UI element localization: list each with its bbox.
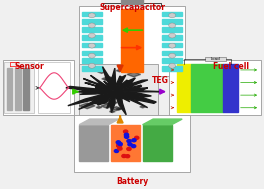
FancyBboxPatch shape: [38, 62, 70, 113]
Circle shape: [128, 143, 132, 146]
Polygon shape: [98, 70, 106, 73]
Circle shape: [125, 135, 129, 138]
Circle shape: [124, 130, 128, 133]
Bar: [82, 66, 102, 71]
Circle shape: [88, 23, 95, 28]
Circle shape: [118, 143, 122, 146]
Bar: [162, 12, 182, 16]
Polygon shape: [102, 76, 115, 81]
Polygon shape: [111, 125, 140, 161]
Circle shape: [88, 53, 95, 58]
FancyBboxPatch shape: [169, 60, 261, 115]
Circle shape: [125, 155, 130, 158]
Polygon shape: [101, 104, 113, 108]
Bar: [121, 0, 143, 4]
Circle shape: [135, 136, 139, 139]
Text: Fuel cell: Fuel cell: [213, 62, 249, 71]
Text: Sensor: Sensor: [14, 62, 44, 71]
Bar: [23, 68, 29, 110]
Polygon shape: [66, 67, 163, 115]
Bar: [82, 51, 102, 55]
Bar: [162, 51, 182, 55]
Text: Supercapacitor: Supercapacitor: [99, 3, 165, 12]
Circle shape: [122, 155, 126, 158]
Circle shape: [169, 53, 176, 58]
Bar: [162, 27, 182, 32]
Circle shape: [116, 141, 120, 144]
FancyBboxPatch shape: [3, 60, 74, 115]
Text: Battery: Battery: [116, 177, 148, 186]
Polygon shape: [140, 106, 146, 108]
Polygon shape: [111, 107, 122, 111]
FancyBboxPatch shape: [74, 115, 190, 172]
Circle shape: [131, 145, 136, 148]
Bar: [205, 57, 226, 61]
Bar: [162, 66, 182, 71]
Circle shape: [169, 33, 176, 38]
Bar: [15, 68, 21, 110]
Polygon shape: [116, 108, 121, 110]
Bar: [162, 19, 182, 24]
Bar: [162, 35, 182, 40]
Circle shape: [127, 139, 131, 143]
Bar: [82, 19, 102, 24]
Polygon shape: [143, 119, 182, 125]
Text: TEG: TEG: [152, 76, 169, 85]
Text: Load: Load: [210, 57, 220, 61]
Circle shape: [88, 13, 95, 18]
Circle shape: [169, 63, 176, 68]
Circle shape: [88, 33, 95, 38]
Polygon shape: [105, 77, 115, 81]
Polygon shape: [109, 94, 118, 98]
Circle shape: [124, 133, 129, 136]
Bar: [177, 64, 191, 112]
Circle shape: [88, 43, 95, 48]
FancyBboxPatch shape: [4, 62, 34, 113]
FancyBboxPatch shape: [79, 64, 158, 119]
Circle shape: [118, 147, 122, 150]
Polygon shape: [127, 72, 141, 77]
Bar: [191, 64, 223, 112]
Polygon shape: [96, 106, 102, 108]
Bar: [121, 9, 143, 72]
Polygon shape: [112, 102, 118, 104]
Bar: [82, 58, 102, 63]
Bar: [82, 35, 102, 40]
Circle shape: [127, 147, 131, 150]
Polygon shape: [79, 103, 95, 109]
Circle shape: [169, 43, 176, 48]
Polygon shape: [87, 81, 93, 83]
Circle shape: [117, 144, 121, 147]
Bar: [82, 12, 102, 16]
Bar: [82, 43, 102, 47]
Polygon shape: [143, 125, 172, 161]
Circle shape: [88, 63, 95, 68]
Circle shape: [117, 144, 121, 147]
Polygon shape: [99, 88, 111, 92]
Polygon shape: [79, 119, 119, 125]
Bar: [223, 64, 238, 112]
Polygon shape: [102, 100, 109, 102]
Bar: [7, 68, 12, 110]
Circle shape: [114, 149, 119, 153]
Polygon shape: [116, 70, 123, 72]
Circle shape: [117, 144, 122, 147]
Polygon shape: [79, 125, 108, 161]
Circle shape: [169, 13, 176, 18]
Bar: [162, 43, 182, 47]
Polygon shape: [121, 91, 136, 97]
Polygon shape: [103, 84, 116, 88]
Bar: [162, 58, 182, 63]
Circle shape: [169, 23, 176, 28]
FancyBboxPatch shape: [79, 6, 185, 76]
Polygon shape: [109, 111, 115, 113]
Circle shape: [132, 139, 136, 142]
Polygon shape: [104, 100, 115, 104]
Bar: [82, 27, 102, 32]
